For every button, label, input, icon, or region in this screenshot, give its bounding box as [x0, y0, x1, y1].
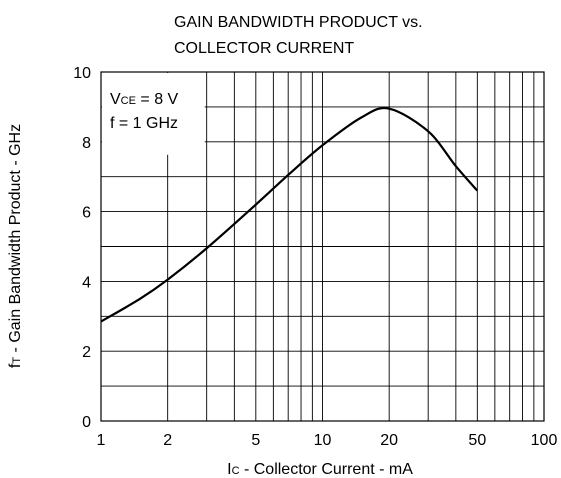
y-tick-label: 10	[73, 65, 91, 82]
annotation-vce: VCE = 8 V	[110, 91, 179, 108]
x-tick-label: 5	[251, 432, 260, 449]
y-tick-label: 6	[82, 205, 91, 222]
y-axis-title: fT - Gain Bandwidth Product - GHz	[7, 124, 24, 368]
annotation-freq: f = 1 GHz	[110, 115, 178, 132]
x-tick-label: 50	[468, 432, 486, 449]
grid	[101, 72, 544, 421]
x-tick-labels: 1 2 5 10 20 50 100	[97, 432, 558, 449]
chart-title-line-2: COLLECTOR CURRENT	[174, 40, 354, 57]
x-tick-label: 10	[314, 432, 332, 449]
x-tick-label: 1	[97, 432, 106, 449]
y-tick-labels: 0 2 4 6 8 10	[73, 65, 91, 431]
y-tick-label: 8	[82, 135, 91, 152]
chart-title-line-1: GAIN BANDWIDTH PRODUCT vs.	[174, 14, 423, 31]
annotation-background	[102, 73, 205, 155]
x-tick-label: 20	[380, 432, 398, 449]
x-tick-label: 2	[163, 432, 172, 449]
series-line	[100, 107, 479, 323]
y-tick-label: 0	[82, 414, 91, 431]
x-axis-title: IC - Collector Current - mA	[227, 461, 413, 478]
chart-title: GAIN BANDWIDTH PRODUCT vs. COLLECTOR CUR…	[174, 14, 423, 57]
plot-frame	[100, 71, 545, 422]
x-tick-label: 100	[531, 432, 558, 449]
y-tick-label: 4	[82, 274, 91, 291]
y-tick-label: 2	[82, 344, 91, 361]
annotation-box: VCE = 8 V f = 1 GHz	[102, 73, 205, 155]
